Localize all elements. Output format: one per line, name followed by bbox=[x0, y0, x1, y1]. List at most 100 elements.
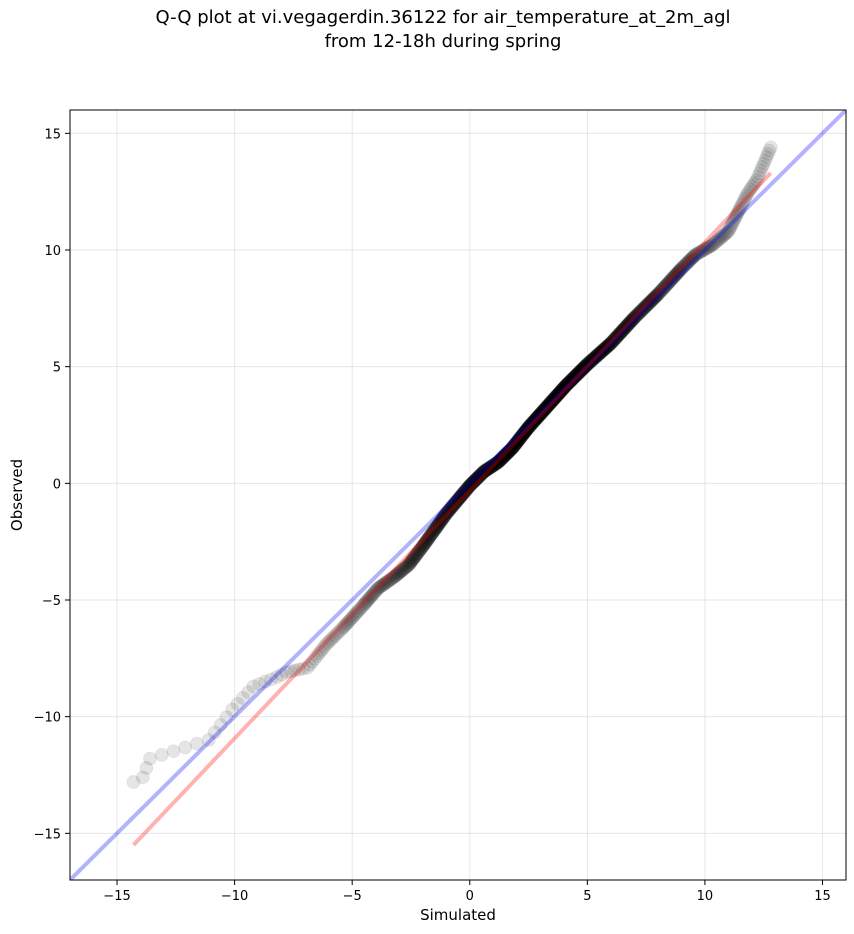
qq-point bbox=[669, 267, 684, 282]
qq-point bbox=[605, 334, 620, 348]
qq-point bbox=[439, 506, 454, 521]
qq-point bbox=[654, 283, 669, 298]
qq-point bbox=[485, 459, 500, 474]
qq-point bbox=[596, 342, 611, 357]
qq-point bbox=[487, 457, 502, 472]
qq-point bbox=[586, 351, 601, 366]
qq-point bbox=[519, 422, 534, 437]
qq-point bbox=[591, 347, 606, 362]
qq-point bbox=[423, 528, 438, 543]
qq-point bbox=[448, 496, 463, 511]
qq-point bbox=[488, 456, 503, 471]
x-tick-label: 5 bbox=[583, 889, 591, 904]
qq-point bbox=[476, 464, 491, 479]
qq-point bbox=[469, 471, 484, 486]
qq-point bbox=[597, 341, 612, 356]
qq-point bbox=[506, 439, 521, 454]
qq-point bbox=[599, 339, 614, 354]
qq-point bbox=[632, 305, 647, 320]
qq-point bbox=[585, 352, 600, 367]
qq-point bbox=[546, 392, 561, 407]
qq-point bbox=[532, 408, 547, 423]
qq-point bbox=[462, 478, 477, 493]
qq-point bbox=[539, 400, 554, 415]
qq-point bbox=[535, 404, 550, 419]
qq-point bbox=[524, 417, 539, 432]
qq-point bbox=[526, 415, 541, 430]
qq-point bbox=[746, 177, 761, 192]
qq-point bbox=[507, 437, 522, 452]
qq-point bbox=[500, 446, 515, 461]
qq-point bbox=[581, 355, 596, 370]
qq-point bbox=[586, 351, 601, 366]
qq-point bbox=[521, 420, 536, 435]
qq-point bbox=[483, 460, 498, 475]
qq-point bbox=[527, 413, 542, 428]
qq-point bbox=[418, 535, 433, 550]
qq-point bbox=[451, 492, 465, 507]
qq-point bbox=[622, 315, 637, 330]
qq-point bbox=[630, 307, 645, 322]
qq-point bbox=[472, 469, 487, 484]
qq-point bbox=[315, 642, 330, 656]
qq-point bbox=[690, 246, 705, 261]
qq-point bbox=[543, 396, 558, 411]
qq-point bbox=[546, 392, 561, 407]
qq-point bbox=[627, 311, 642, 326]
qq-point bbox=[661, 275, 676, 290]
qq-point bbox=[491, 454, 506, 469]
qq-point bbox=[495, 450, 510, 465]
qq-point bbox=[503, 443, 518, 458]
qq-point bbox=[523, 418, 538, 433]
qq-point bbox=[470, 471, 485, 486]
qq-point bbox=[524, 416, 539, 431]
qq-point bbox=[317, 639, 332, 654]
qq-point bbox=[707, 236, 722, 251]
qq-point bbox=[464, 477, 479, 492]
qq-point bbox=[397, 561, 412, 576]
qq-point bbox=[386, 570, 401, 585]
qq-point bbox=[410, 546, 425, 561]
qq-point bbox=[574, 363, 589, 378]
qq-point bbox=[491, 455, 506, 470]
y-axis-ticks: −15 −10 −5 0 5 10 15 bbox=[34, 127, 70, 842]
qq-point bbox=[530, 410, 545, 425]
qq-point bbox=[637, 300, 652, 315]
qq-point bbox=[610, 328, 625, 343]
qq-point bbox=[580, 357, 595, 372]
qq-point bbox=[595, 343, 610, 358]
qq-point bbox=[510, 434, 525, 449]
qq-point bbox=[351, 603, 366, 618]
qq-point bbox=[658, 278, 673, 293]
qq-point bbox=[504, 442, 519, 457]
qq-point bbox=[504, 441, 519, 456]
qq-point bbox=[550, 387, 565, 402]
qq-point bbox=[465, 476, 480, 491]
qq-point bbox=[484, 459, 499, 474]
qq-point bbox=[749, 173, 764, 187]
qq-point bbox=[625, 312, 640, 327]
x-tick-label: −15 bbox=[103, 889, 130, 904]
qq-point bbox=[589, 348, 604, 363]
qq-point bbox=[566, 370, 581, 385]
qq-point bbox=[579, 357, 594, 372]
qq-point bbox=[753, 163, 768, 178]
qq-point bbox=[662, 274, 677, 289]
qq-point bbox=[752, 166, 767, 181]
qq-point bbox=[604, 335, 619, 350]
qq-point bbox=[597, 342, 612, 357]
qq-point bbox=[682, 253, 697, 268]
qq-point bbox=[404, 554, 419, 569]
qq-point bbox=[360, 593, 375, 608]
y-tick-label: −15 bbox=[34, 827, 61, 842]
qq-point bbox=[590, 348, 605, 363]
qq-point bbox=[585, 352, 600, 367]
qq-point bbox=[657, 279, 672, 294]
qq-point bbox=[453, 489, 468, 504]
qq-point bbox=[584, 353, 599, 368]
qq-point bbox=[300, 660, 315, 675]
qq-point bbox=[491, 454, 506, 469]
qq-point bbox=[455, 487, 470, 502]
qq-point bbox=[343, 612, 358, 627]
qq-point bbox=[501, 444, 516, 459]
